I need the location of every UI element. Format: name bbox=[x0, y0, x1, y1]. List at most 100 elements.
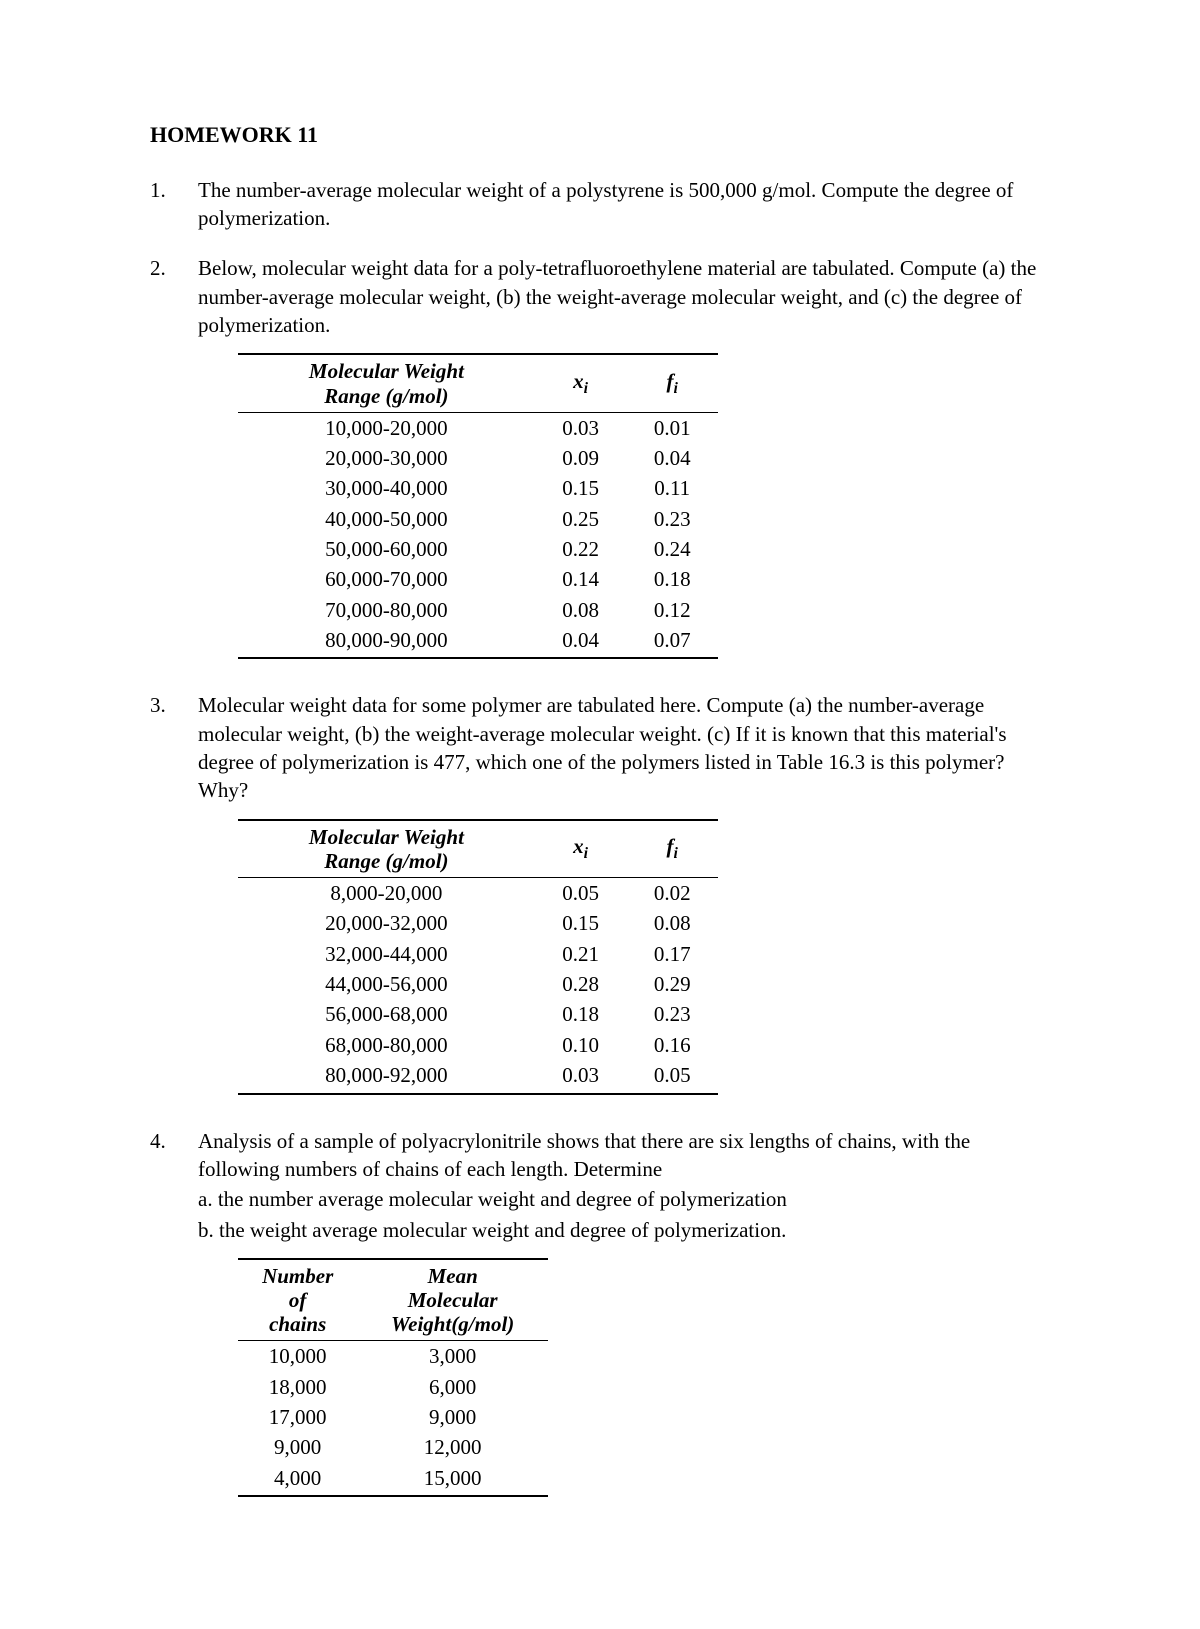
problem-text: Below, molecular weight data for a poly-… bbox=[198, 254, 1050, 669]
th-sym: x bbox=[573, 369, 584, 393]
table-cell: 0.23 bbox=[626, 504, 718, 534]
table-cell: 70,000-80,000 bbox=[238, 595, 535, 625]
table-cell: 8,000-20,000 bbox=[238, 878, 535, 909]
table-row: 4,00015,000 bbox=[238, 1463, 548, 1496]
table-cell: 0.14 bbox=[535, 564, 627, 594]
table-cell: 15,000 bbox=[357, 1463, 548, 1496]
table-cell: 0.25 bbox=[535, 504, 627, 534]
problem-number: 4. bbox=[150, 1127, 198, 1508]
th-line3: Weight(g/mol) bbox=[391, 1312, 514, 1336]
th-line1: Molecular Weight bbox=[309, 359, 464, 383]
table-row: 40,000-50,0000.250.23 bbox=[238, 504, 718, 534]
problem-number: 1. bbox=[150, 176, 198, 233]
table-cell: 6,000 bbox=[357, 1372, 548, 1402]
table-cell: 0.09 bbox=[535, 443, 627, 473]
table-cell: 0.18 bbox=[535, 999, 627, 1029]
table-cell: 56,000-68,000 bbox=[238, 999, 535, 1029]
page-title: HOMEWORK 11 bbox=[150, 120, 1050, 150]
problem-2: 2. Below, molecular weight data for a po… bbox=[150, 254, 1050, 669]
table-row: 68,000-80,0000.100.16 bbox=[238, 1030, 718, 1060]
th-line2: Range (g/mol) bbox=[324, 849, 448, 873]
table-row: 10,0003,000 bbox=[238, 1341, 548, 1372]
table-row: 60,000-70,0000.140.18 bbox=[238, 564, 718, 594]
table-row: 17,0009,000 bbox=[238, 1402, 548, 1432]
problem-1: 1. The number-average molecular weight o… bbox=[150, 176, 1050, 233]
table-cell: 44,000-56,000 bbox=[238, 969, 535, 999]
table-row: 10,000-20,0000.030.01 bbox=[238, 412, 718, 443]
table-cell: 0.11 bbox=[626, 473, 718, 503]
table-cell: 3,000 bbox=[357, 1341, 548, 1372]
table-cell: 0.23 bbox=[626, 999, 718, 1029]
th-sub: i bbox=[584, 380, 588, 397]
table-cell: 0.10 bbox=[535, 1030, 627, 1060]
th-sub: i bbox=[674, 380, 678, 397]
table-body: 10,000-20,0000.030.0120,000-30,0000.090.… bbox=[238, 412, 718, 658]
problem-4: 4. Analysis of a sample of polyacrylonit… bbox=[150, 1127, 1050, 1508]
table-row: 80,000-92,0000.030.05 bbox=[238, 1060, 718, 1093]
table-header-mean-mw: Mean Molecular Weight(g/mol) bbox=[357, 1259, 548, 1341]
th-line2: Molecular bbox=[408, 1288, 498, 1312]
table-cell: 0.05 bbox=[626, 1060, 718, 1093]
table-cell: 0.08 bbox=[535, 595, 627, 625]
table-cell: 0.07 bbox=[626, 625, 718, 658]
table-header-range: Molecular Weight Range (g/mol) bbox=[238, 820, 535, 878]
table-cell: 4,000 bbox=[238, 1463, 357, 1496]
table-cell: 0.12 bbox=[626, 595, 718, 625]
table-cell: 12,000 bbox=[357, 1432, 548, 1462]
table-cell: 0.22 bbox=[535, 534, 627, 564]
table-cell: 0.16 bbox=[626, 1030, 718, 1060]
table-body: 10,0003,00018,0006,00017,0009,0009,00012… bbox=[238, 1341, 548, 1496]
table-cell: 0.03 bbox=[535, 412, 627, 443]
problem-text: The number-average molecular weight of a… bbox=[198, 176, 1050, 233]
problem-number: 3. bbox=[150, 691, 198, 1104]
table-cell: 0.28 bbox=[535, 969, 627, 999]
table-cell: 0.01 bbox=[626, 412, 718, 443]
table-header-number-chains: Number of chains bbox=[238, 1259, 357, 1341]
problem-text-span: Analysis of a sample of polyacrylonitril… bbox=[198, 1129, 970, 1181]
table-cell: 0.02 bbox=[626, 878, 718, 909]
table-header-range: Molecular Weight Range (g/mol) bbox=[238, 354, 535, 412]
table-row: 20,000-30,0000.090.04 bbox=[238, 443, 718, 473]
th-line2: Range (g/mol) bbox=[324, 384, 448, 408]
table-cell: 32,000-44,000 bbox=[238, 939, 535, 969]
table-row: 80,000-90,0000.040.07 bbox=[238, 625, 718, 658]
problem-text-span: Molecular weight data for some polymer a… bbox=[198, 693, 1007, 802]
problem-3: 3. Molecular weight data for some polyme… bbox=[150, 691, 1050, 1104]
th-line1: Number bbox=[262, 1264, 333, 1288]
table-cell: 10,000 bbox=[238, 1341, 357, 1372]
table-cell: 0.18 bbox=[626, 564, 718, 594]
table-cell: 30,000-40,000 bbox=[238, 473, 535, 503]
table-cell: 0.05 bbox=[535, 878, 627, 909]
table-cell: 0.04 bbox=[626, 443, 718, 473]
table-cell: 68,000-80,000 bbox=[238, 1030, 535, 1060]
table-header-fi: fi bbox=[626, 820, 718, 878]
th-line2: of bbox=[289, 1288, 307, 1312]
th-line1: Mean bbox=[428, 1264, 478, 1288]
table-row: 50,000-60,0000.220.24 bbox=[238, 534, 718, 564]
table-cell: 18,000 bbox=[238, 1372, 357, 1402]
table-row: 70,000-80,0000.080.12 bbox=[238, 595, 718, 625]
table-cell: 0.08 bbox=[626, 908, 718, 938]
table-header-fi: fi bbox=[626, 354, 718, 412]
table-body: 8,000-20,0000.050.0220,000-32,0000.150.0… bbox=[238, 878, 718, 1094]
table-cell: 60,000-70,000 bbox=[238, 564, 535, 594]
document-page: HOMEWORK 11 1. The number-average molecu… bbox=[0, 0, 1200, 1629]
table-cell: 9,000 bbox=[238, 1432, 357, 1462]
problem-text-span: Below, molecular weight data for a poly-… bbox=[198, 256, 1036, 337]
th-sym: f bbox=[667, 369, 674, 393]
table-row: 32,000-44,0000.210.17 bbox=[238, 939, 718, 969]
table-row: 9,00012,000 bbox=[238, 1432, 548, 1462]
table-problem-4: Number of chains Mean Molecular Weight(g… bbox=[238, 1258, 548, 1497]
problem-text: Analysis of a sample of polyacrylonitril… bbox=[198, 1127, 1050, 1508]
table-row: 18,0006,000 bbox=[238, 1372, 548, 1402]
table-problem-2: Molecular Weight Range (g/mol) xi fi 10,… bbox=[238, 353, 718, 659]
table-cell: 80,000-90,000 bbox=[238, 625, 535, 658]
th-sym: x bbox=[573, 834, 584, 858]
table-row: 8,000-20,0000.050.02 bbox=[238, 878, 718, 909]
table-cell: 20,000-30,000 bbox=[238, 443, 535, 473]
table-row: 44,000-56,0000.280.29 bbox=[238, 969, 718, 999]
table-problem-3: Molecular Weight Range (g/mol) xi fi 8,0… bbox=[238, 819, 718, 1095]
table-cell: 0.24 bbox=[626, 534, 718, 564]
table-header-xi: xi bbox=[535, 820, 627, 878]
th-line1: Molecular Weight bbox=[309, 825, 464, 849]
